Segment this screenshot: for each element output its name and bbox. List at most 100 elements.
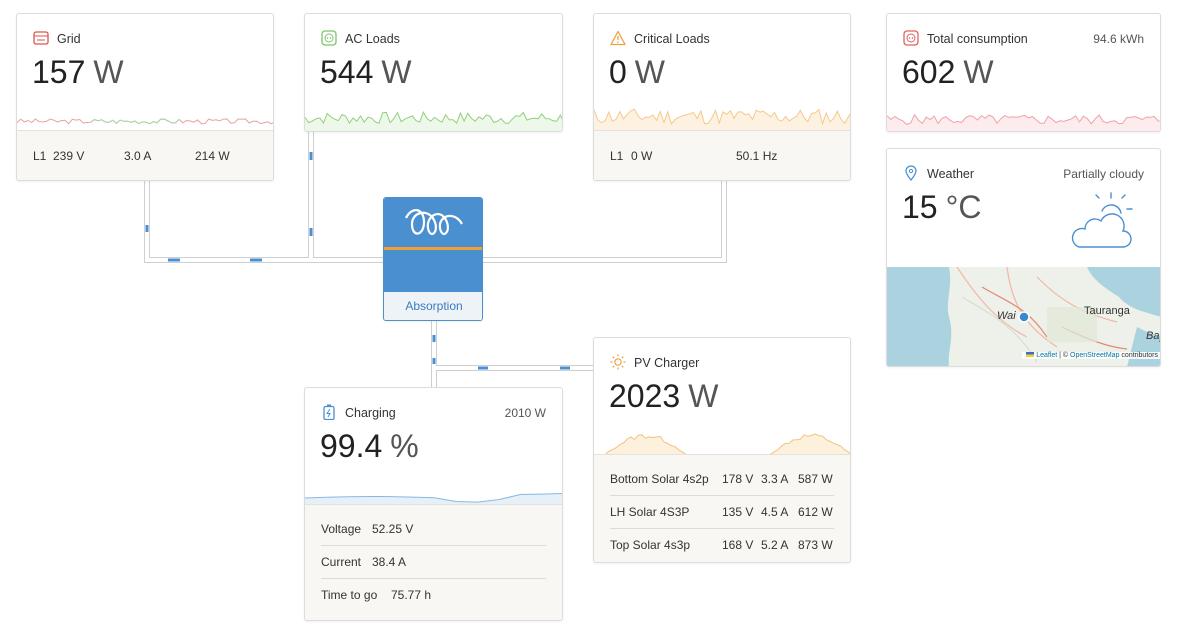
unit: W <box>963 54 994 90</box>
sparkline-path <box>594 433 850 456</box>
temperature: 15 °C <box>902 189 982 226</box>
power-value: 602 W <box>902 54 994 91</box>
label: Current <box>321 555 362 569</box>
voltage: 178 V <box>722 472 754 486</box>
value: 38.4 A <box>372 555 407 569</box>
value: 15 <box>902 189 938 225</box>
sparkline <box>17 118 273 125</box>
card-footer: L1 0 W 50.1 Hz <box>594 130 850 180</box>
card-title: Charging <box>345 406 396 420</box>
state-of-charge: 99.4% <box>320 428 419 465</box>
battery-card[interactable]: Charging 2010 W 99.4% Voltage 52.25 V Cur… <box>304 387 563 621</box>
sparkline <box>887 113 1160 131</box>
power-value: 544 W <box>320 54 412 91</box>
inverter-state: Absorption <box>384 291 482 320</box>
flag <box>1026 352 1035 357</box>
card-header: Weather Partially cloudy <box>903 165 1144 183</box>
map-label: Wai <box>997 310 1016 322</box>
current: 4.5 A <box>761 505 789 519</box>
osm-link[interactable]: OpenStreetMap <box>1070 352 1120 359</box>
sparkline-path <box>305 492 562 503</box>
separator <box>610 495 834 496</box>
sun-icon <box>610 354 626 370</box>
value: 602 <box>902 54 956 90</box>
string-row: Top Solar 4s3p 168 V 5.2 A 873 W <box>610 528 834 561</box>
grid-card[interactable]: Grid 157 W L1 239 V 3.0 A 214 W <box>16 13 274 181</box>
separator <box>321 545 546 546</box>
sparkline-path <box>594 109 850 132</box>
label: Voltage <box>321 522 362 536</box>
ac-loads-icon <box>321 30 337 46</box>
sparkline <box>594 108 850 132</box>
unit: % <box>390 428 419 464</box>
separator <box>321 578 546 579</box>
card-header: Charging 2010 W <box>321 404 546 422</box>
power: 2010 W <box>504 406 546 420</box>
location-icon <box>905 165 917 181</box>
status-bar <box>384 247 482 250</box>
value: 0 <box>609 54 627 90</box>
name: Bottom Solar 4s2p <box>610 472 709 486</box>
card-footer: Voltage 52.25 V Current 38.4 A Time to go 7… <box>305 504 562 620</box>
sparkline-path <box>887 114 1160 131</box>
sparkline-path <box>17 118 273 125</box>
sparkline <box>305 111 562 131</box>
consumption-icon <box>903 30 919 46</box>
unit: W <box>381 54 412 90</box>
label: Time to go <box>321 588 378 602</box>
sparkline <box>594 433 850 456</box>
power-value: 2023 W <box>609 378 718 415</box>
detail-row: Time to go 75.77 h <box>321 578 546 611</box>
current: 3.0 A <box>124 149 152 163</box>
sparkline <box>305 492 562 506</box>
logo <box>405 209 463 236</box>
grid-icon <box>33 31 49 45</box>
weather-card[interactable]: Weather Partially cloudy 15 °C Wai Tauran… <box>886 148 1161 367</box>
ac-loads-card[interactable]: AC Loads 544 W <box>304 13 563 132</box>
card-title: Weather <box>927 167 975 181</box>
power: 214 W <box>195 149 230 163</box>
suffix: contributors <box>1121 352 1158 359</box>
weather-icon <box>1071 192 1133 248</box>
map[interactable]: Wai Tauranga Bay Leaflet | © OpenStreetM… <box>887 267 1160 366</box>
sparkline-path <box>90 118 180 125</box>
total-consumption-card[interactable]: Total consumption 94.6 kWh 602 W <box>886 13 1161 132</box>
card-title: Critical Loads <box>634 32 710 46</box>
power: 612 W <box>798 505 833 519</box>
phase: L1 <box>33 149 47 163</box>
sparkline-path <box>305 111 562 125</box>
card-header: Critical Loads <box>610 30 834 48</box>
phase: L1 <box>610 149 624 163</box>
power: 873 W <box>798 538 833 552</box>
map-attribution: Leaflet | © OpenStreetMap contributors <box>1022 352 1160 359</box>
pv-charger-card[interactable]: PV Charger 2023 W Bottom Solar 4s2p 178 V 3… <box>593 337 851 563</box>
name: LH Solar 4S3P <box>610 505 690 519</box>
leaflet-link[interactable]: Leaflet <box>1036 352 1058 359</box>
sparkline-path <box>305 112 562 131</box>
map-label: Bay <box>1146 330 1160 342</box>
unit: W <box>93 54 124 90</box>
value: 99.4 <box>320 428 383 464</box>
card-title: Grid <box>57 32 81 46</box>
unit: W <box>688 378 719 414</box>
frequency: 50.1 Hz <box>736 149 778 163</box>
detail-row: Current 38.4 A <box>321 545 546 578</box>
separator: | © <box>1059 352 1069 359</box>
voltage: 168 V <box>722 538 754 552</box>
energy: 94.6 kWh <box>1093 32 1144 46</box>
card-header: Grid <box>33 30 257 48</box>
power: 0 W <box>631 149 653 163</box>
detail-row: Voltage 52.25 V <box>321 512 546 545</box>
warning-icon <box>610 30 626 46</box>
value: 2023 <box>609 378 681 414</box>
card-footer: Bottom Solar 4s2p 178 V 3.3 A 587 W LH Solar… <box>594 454 850 562</box>
value: 157 <box>32 54 86 90</box>
card-header: Total consumption 94.6 kWh <box>903 30 1144 48</box>
sparkline-path <box>887 113 1160 125</box>
inverter-card[interactable]: Absorption <box>383 197 483 321</box>
condition: Partially cloudy <box>1063 167 1144 181</box>
